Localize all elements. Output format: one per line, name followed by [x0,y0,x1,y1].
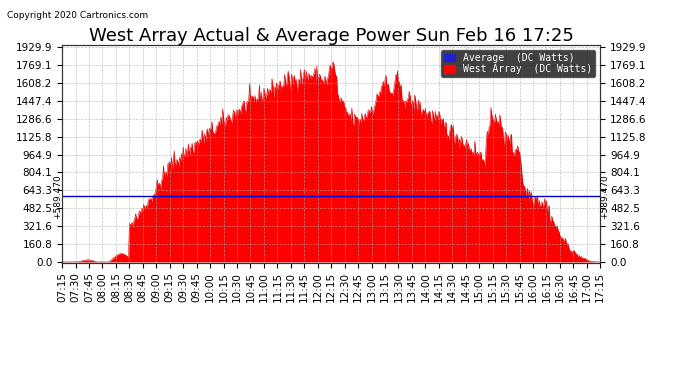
Legend: Average  (DC Watts), West Array  (DC Watts): Average (DC Watts), West Array (DC Watts… [441,50,595,77]
Text: +589.470: +589.470 [53,174,62,219]
Title: West Array Actual & Average Power Sun Feb 16 17:25: West Array Actual & Average Power Sun Fe… [89,27,573,45]
Text: +589.470: +589.470 [600,174,609,219]
Text: Copyright 2020 Cartronics.com: Copyright 2020 Cartronics.com [7,11,148,20]
